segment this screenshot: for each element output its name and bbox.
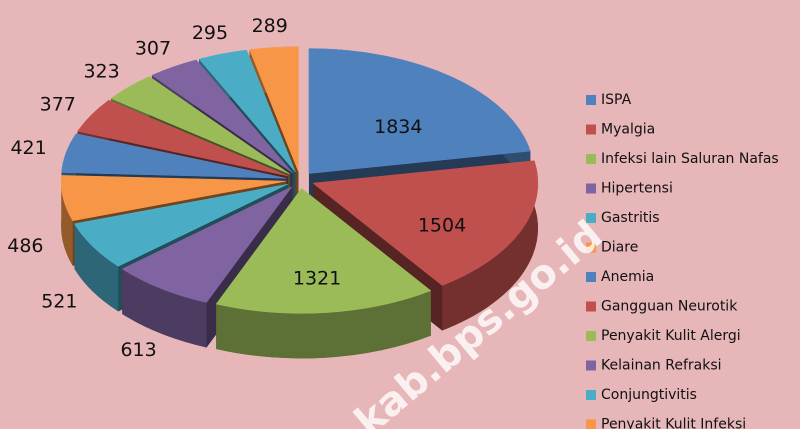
legend-swatch	[586, 124, 596, 135]
legend-swatch	[586, 183, 596, 194]
slice	[77, 99, 288, 177]
legend-label: ISPA	[601, 92, 632, 108]
legend-label: Infeksi lain Saluran Nafas	[601, 151, 779, 167]
value-label: 289	[252, 15, 288, 37]
value-label: 1504	[418, 215, 466, 237]
slice	[60, 175, 287, 222]
slice	[61, 133, 287, 179]
legend-swatch	[586, 360, 596, 371]
value-label: 613	[120, 339, 156, 361]
value-labels: 1834 1504 1321 613 521 486 421 377 323 307 295 289	[7, 15, 466, 361]
value-label: 421	[10, 137, 46, 159]
slice	[215, 187, 432, 314]
slice-side	[74, 223, 119, 312]
slice	[312, 160, 539, 286]
slice-side	[61, 175, 73, 266]
legend-swatch	[586, 154, 596, 164]
value-label: 295	[192, 22, 228, 44]
legend: ISPA Myalgia Infeksi lain Saluran Nafas Hip…	[586, 92, 779, 429]
value-label: 521	[41, 290, 77, 312]
value-label: 486	[7, 235, 43, 257]
legend-swatch	[586, 419, 596, 429]
slice	[121, 186, 293, 303]
legend-swatch	[586, 331, 596, 341]
legend-swatch	[586, 213, 596, 223]
slice	[249, 46, 299, 172]
legend-label: Diare	[601, 240, 638, 256]
value-label: 1321	[293, 267, 341, 289]
legend-label: Penyakit Kulit Infeksi	[601, 417, 746, 429]
pie	[60, 46, 539, 359]
slice-side	[442, 160, 538, 331]
legend-swatch	[586, 272, 596, 282]
slice	[151, 59, 293, 174]
legend-swatch	[586, 301, 596, 312]
value-label: 323	[83, 60, 119, 82]
legend-swatch	[586, 242, 596, 253]
value-label: 307	[135, 37, 171, 59]
slice	[74, 183, 288, 267]
legend-label: Penyakit Kulit Alergi	[601, 328, 741, 344]
slice	[198, 49, 296, 173]
value-label: 1834	[374, 116, 422, 138]
slice	[308, 48, 531, 174]
legend-label: Kelainan Refraksi	[601, 358, 722, 374]
legend-label: Conjungtivitis	[601, 387, 697, 403]
slice	[110, 76, 291, 175]
legend-swatch	[586, 390, 596, 400]
legend-label: Anemia	[601, 269, 654, 285]
slice-side	[216, 290, 431, 359]
legend-label: Gangguan Neurotik	[601, 299, 738, 315]
slice-side	[122, 268, 207, 348]
legend-label: Hipertensi	[601, 181, 673, 197]
legend-label: Myalgia	[601, 122, 655, 138]
legend-swatch	[586, 95, 596, 105]
legend-label: Gastritis	[601, 210, 660, 226]
value-label: 377	[40, 93, 76, 115]
